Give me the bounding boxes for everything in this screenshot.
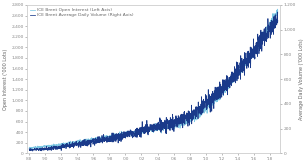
Y-axis label: Average Daily Volume ('000 Lots): Average Daily Volume ('000 Lots) [298, 38, 304, 120]
Y-axis label: Open Interest ('000 Lots): Open Interest ('000 Lots) [3, 49, 9, 110]
Legend: ICE Brent Open Interest (Left Axis), ICE Brent Average Daily Volume (Right Axis): ICE Brent Open Interest (Left Axis), ICE… [29, 7, 134, 18]
